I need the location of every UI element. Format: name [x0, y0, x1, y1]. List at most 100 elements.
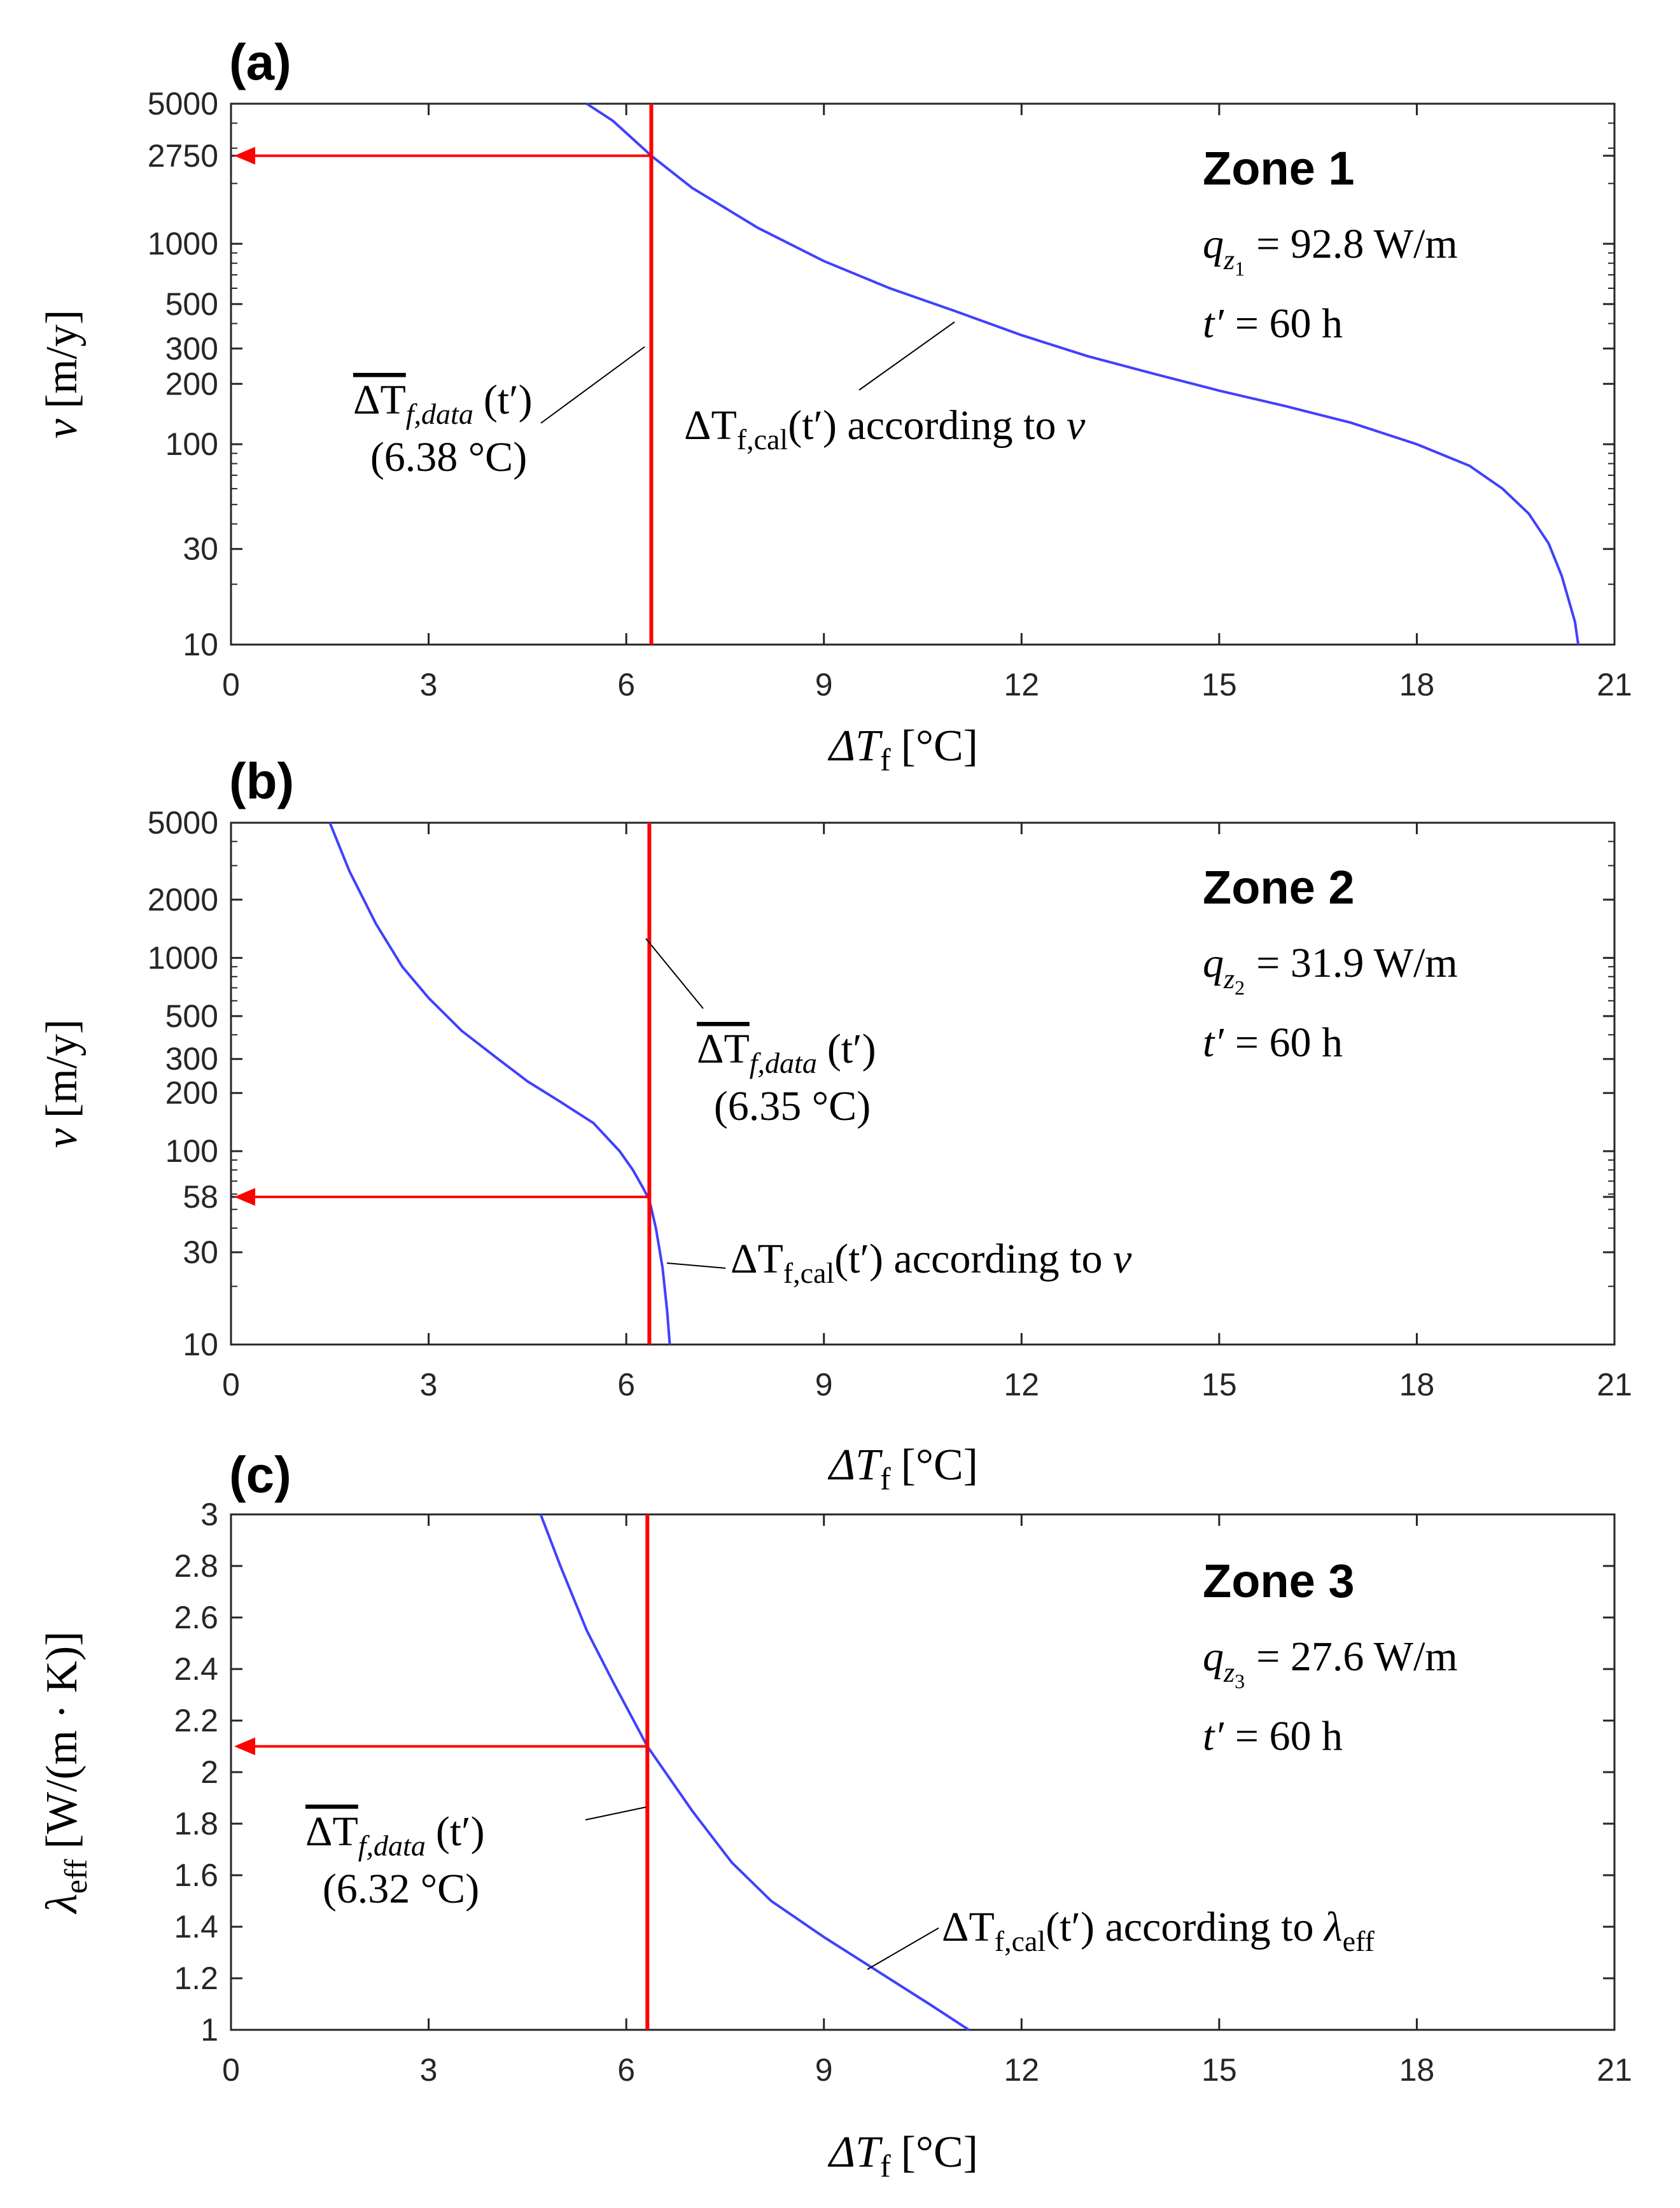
y-axis-label-group: λeff[W/(m · K)] [38, 1632, 94, 1915]
y-tick-label: 2.8 [174, 1548, 218, 1584]
x-tick-label: 3 [420, 2052, 438, 2088]
x-tick-label: 6 [617, 667, 635, 702]
measured-leader [585, 1806, 647, 1820]
y-tick-label: 2 [200, 1754, 218, 1790]
x-tick-label: 9 [815, 667, 833, 702]
y-tick-label: 2750 [148, 138, 218, 174]
x-axis-label: ΔTf [°C] [827, 2128, 978, 2184]
time-annotation: t′ = 60 h [1203, 300, 1343, 347]
x-axis-label: ΔTf [°C] [827, 1441, 978, 1497]
y-axis-label: λeff[W/(m · K)] [38, 1632, 94, 1915]
panel-label: (c) [229, 1446, 291, 1503]
y-tick-label: 5000 [148, 805, 218, 841]
y-tick-label: 300 [165, 331, 218, 367]
curve-leader [858, 321, 955, 391]
x-tick-label: 18 [1399, 2052, 1435, 2088]
y-tick-label: 2.6 [174, 1600, 218, 1635]
x-tick-label: 18 [1399, 1367, 1435, 1402]
panel-label: (a) [229, 34, 291, 90]
y-tick-label: 58 [183, 1179, 218, 1215]
axes-box [230, 1513, 1616, 2031]
y-tick-label: 1 [200, 2012, 218, 2048]
y-tick-label: 500 [165, 998, 218, 1034]
x-tick-label: 9 [815, 2052, 833, 2088]
x-tick-label: 15 [1201, 667, 1237, 702]
curve-label: ΔTf,cal(t′) according to λeff [942, 1904, 1375, 1957]
zone-title: Zone 2 [1203, 861, 1354, 914]
y-tick-label: 100 [165, 426, 218, 462]
y-tick-label: 100 [165, 1133, 218, 1169]
y-tick-label: 1.8 [174, 1806, 218, 1841]
series-curve [328, 822, 671, 1345]
panel-c: 0 3 6 9 12 15 18 21 1 1.2 1.4 1.6 1.8 2 2.2 2.4 2.6 2.8 3 (… [38, 1446, 1632, 2184]
curve-leader [867, 1927, 939, 1970]
x-tick-label: 0 [222, 667, 240, 702]
x-tick-label: 9 [815, 1367, 833, 1402]
y-tick-label: 10 [183, 1327, 218, 1362]
series-curve [539, 1514, 970, 2031]
x-tick-label: 0 [222, 2052, 240, 2088]
x-tick-label: 18 [1399, 667, 1435, 702]
zone-title: Zone 1 [1203, 142, 1354, 195]
y-tick-label: 2000 [148, 882, 218, 918]
x-tick-label: 21 [1597, 667, 1632, 702]
x-tick-label: 15 [1201, 1367, 1237, 1402]
measured-leader [645, 938, 704, 1009]
x-tick-label: 3 [420, 1367, 438, 1402]
heat-rate-annotation: qz3= 27.6 W/m [1203, 1633, 1458, 1693]
curve-leader [666, 1262, 726, 1269]
y-axis-label: v[m/y] [38, 310, 87, 439]
y-tick-label: 300 [165, 1041, 218, 1077]
x-tick-label: 12 [1004, 667, 1039, 702]
y-tick-label: 30 [183, 531, 218, 567]
x-tick-label: 15 [1201, 2052, 1237, 2088]
y-axis-label-group: v[m/y] [38, 310, 87, 439]
measured-value: (6.35 °C) [714, 1083, 871, 1129]
y-tick-label: 3 [200, 1497, 218, 1532]
zone-title: Zone 3 [1203, 1555, 1354, 1607]
x-tick-label: 6 [617, 2052, 635, 2088]
time-annotation: t′ = 60 h [1203, 1713, 1343, 1759]
x-tick-label: 6 [617, 1367, 635, 1402]
y-axis-label-group: v[m/y] [38, 1019, 87, 1149]
panel-label: (b) [229, 753, 294, 809]
y-tick-label: 1000 [148, 226, 218, 262]
y-tick-label: 10 [183, 627, 218, 662]
x-tick-label: 12 [1004, 2052, 1039, 2088]
axes-box [230, 821, 1616, 1346]
y-tick-label: 1.4 [174, 1909, 218, 1945]
y-tick-label: 1.2 [174, 1960, 218, 1996]
y-tick-label: 1.6 [174, 1857, 218, 1893]
measured-label: ΔTf,data (t′) [697, 1026, 876, 1079]
y-tick-label: 5000 [148, 86, 218, 122]
y-tick-label: 2.2 [174, 1703, 218, 1738]
heat-rate-annotation: qz2= 31.9 W/m [1203, 940, 1458, 999]
measured-leader [540, 346, 645, 424]
measured-value: (6.38 °C) [370, 434, 527, 480]
x-tick-label: 0 [222, 1367, 240, 1402]
series-curve [585, 102, 1580, 645]
measured-label: ΔTf,data (t′) [305, 1808, 485, 1862]
x-tick-label: 21 [1597, 2052, 1632, 2088]
time-annotation: t′ = 60 h [1203, 1019, 1343, 1066]
y-tick-label: 200 [165, 1075, 218, 1111]
x-axis-label: ΔTf [°C] [827, 722, 978, 778]
measured-label: ΔTf,data (t′) [353, 377, 533, 430]
y-tick-label: 2.4 [174, 1651, 218, 1687]
x-tick-label: 12 [1004, 1367, 1039, 1402]
arrow-head [234, 146, 255, 165]
arrow-head [234, 1737, 255, 1756]
curve-label: ΔTf,cal(t′) according to v [684, 402, 1086, 456]
axes-box [230, 102, 1616, 646]
y-tick-label: 200 [165, 366, 218, 402]
measured-value: (6.32 °C) [323, 1866, 479, 1912]
x-tick-label: 21 [1597, 1367, 1632, 1402]
heat-rate-annotation: qz1= 92.8 W/m [1203, 221, 1458, 280]
arrow-head [234, 1188, 255, 1206]
x-tick-label: 3 [420, 667, 438, 702]
y-axis-label: v[m/y] [38, 1019, 87, 1149]
y-tick-label: 30 [183, 1234, 218, 1270]
